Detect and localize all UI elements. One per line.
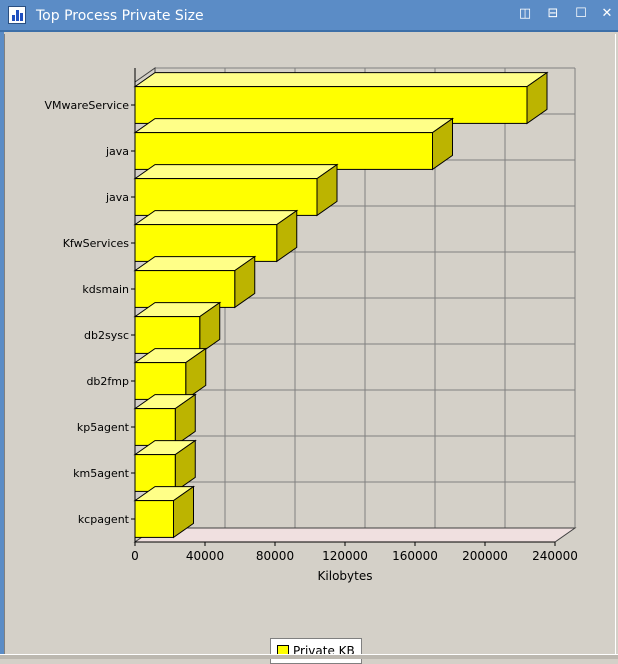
bar (134, 86, 528, 124)
bar-chart: VMwareService java java KfwServices kdsmain d… (45, 67, 578, 583)
x-tick-label: 200000 (462, 549, 508, 563)
chart-legend: Private KB (270, 638, 362, 664)
x-axis-title: Kilobytes (318, 569, 373, 583)
y-tick-label: java (105, 145, 129, 158)
bar-top (133, 164, 339, 180)
bar (134, 178, 318, 216)
bar (134, 224, 278, 262)
x-tick-label: 40000 (186, 549, 224, 563)
y-tick-label: kdsmain (82, 283, 129, 296)
tile-horizontal-button[interactable]: ⊟ (547, 6, 559, 21)
y-tick-label: java (105, 191, 129, 204)
y-tick-label: db2fmp (86, 375, 129, 388)
chart-panel: VMwareService java java KfwServices kdsmain d… (4, 34, 616, 664)
chart-floor (133, 527, 577, 543)
window-border-bottom (0, 654, 618, 659)
bar (134, 500, 174, 538)
window-title: Top Process Private Size (36, 8, 204, 24)
y-tick-label: kp5agent (77, 421, 130, 434)
x-tick-label: 240000 (532, 549, 578, 563)
tile-vertical-button[interactable]: ◫ (518, 6, 532, 21)
y-tick-label: VMwareService (45, 99, 130, 112)
y-tick-label: km5agent (73, 467, 130, 480)
y-tick-label: KfwServices (63, 237, 130, 250)
x-tick-label: 0 (131, 549, 139, 563)
bar (134, 270, 236, 308)
y-tick-label: kcpagent (78, 513, 130, 526)
x-tick-label: 120000 (322, 549, 368, 563)
maximize-button[interactable]: ☐ (575, 6, 587, 21)
title-bar[interactable]: Top Process Private Size ◫ ⊟ ☐ ✕ (0, 0, 618, 32)
y-tick-label: db2sysc (84, 329, 129, 342)
close-button[interactable]: ✕ (601, 6, 613, 21)
x-tick-label: 160000 (392, 549, 438, 563)
bar-top (133, 210, 299, 226)
bar-chart-icon (8, 6, 26, 24)
x-tick-label: 80000 (256, 549, 294, 563)
window-border-left (0, 32, 4, 659)
bar (134, 454, 176, 492)
bar (134, 316, 201, 354)
bar-top (133, 118, 455, 134)
bar (134, 408, 176, 446)
bar (134, 132, 433, 170)
bar-top (133, 256, 257, 272)
bar (134, 362, 187, 400)
bar-top (133, 72, 549, 88)
